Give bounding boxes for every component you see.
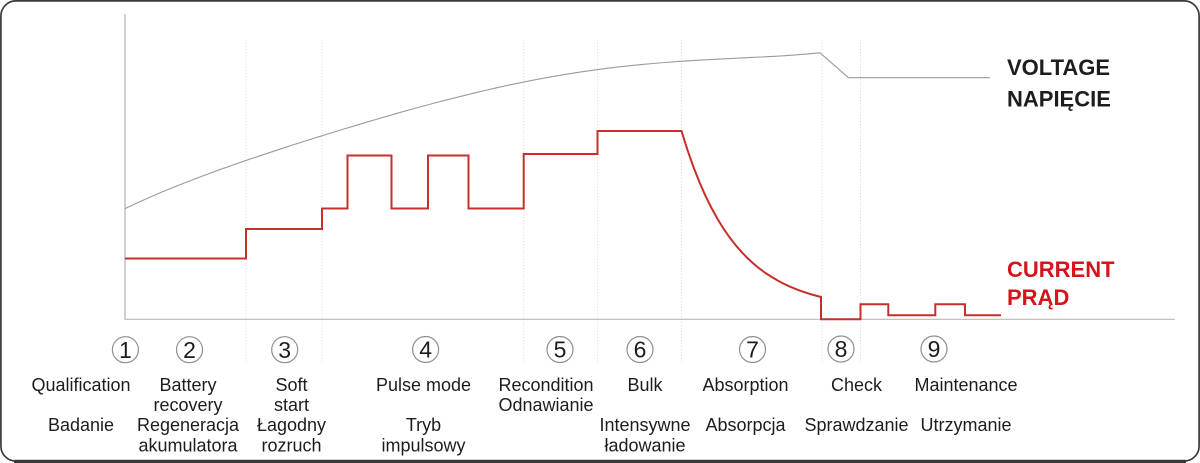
svg-text:akumulatora: akumulatora: [138, 435, 238, 455]
svg-text:7: 7: [746, 337, 759, 363]
svg-text:Absorpcja: Absorpcja: [705, 415, 786, 435]
svg-text:CURRENT: CURRENT: [1007, 257, 1115, 282]
svg-text:8: 8: [835, 336, 848, 362]
svg-text:Qualification: Qualification: [31, 375, 130, 395]
svg-text:2: 2: [183, 337, 196, 363]
svg-text:4: 4: [419, 337, 432, 363]
svg-text:impulsowy: impulsowy: [381, 435, 465, 455]
svg-text:Utrzymanie: Utrzymanie: [920, 415, 1011, 435]
svg-text:recovery: recovery: [153, 395, 222, 415]
svg-text:Łagodny: Łagodny: [257, 415, 326, 435]
svg-text:rozruch: rozruch: [261, 435, 321, 455]
svg-text:6: 6: [634, 337, 647, 363]
svg-text:Absorption: Absorption: [702, 375, 788, 395]
svg-text:PRĄD: PRĄD: [1007, 285, 1069, 310]
svg-text:Odnawianie: Odnawianie: [498, 395, 593, 415]
svg-text:Check: Check: [831, 375, 883, 395]
svg-text:Bulk: Bulk: [627, 375, 663, 395]
svg-text:Recondition: Recondition: [498, 375, 593, 395]
svg-text:Battery: Battery: [159, 375, 216, 395]
svg-text:ładowanie: ładowanie: [604, 435, 685, 455]
svg-text:Badanie: Badanie: [48, 415, 114, 435]
svg-text:Maintenance: Maintenance: [914, 375, 1017, 395]
svg-text:5: 5: [554, 337, 567, 363]
svg-text:Pulse mode: Pulse mode: [376, 375, 471, 395]
svg-text:Intensywne: Intensywne: [599, 415, 690, 435]
svg-text:Soft: Soft: [275, 375, 307, 395]
svg-text:1: 1: [119, 337, 132, 363]
svg-text:Regeneracja: Regeneracja: [137, 415, 240, 435]
svg-text:9: 9: [928, 336, 941, 362]
svg-text:start: start: [274, 395, 309, 415]
svg-text:Sprawdzanie: Sprawdzanie: [804, 415, 908, 435]
svg-text:3: 3: [278, 337, 291, 363]
svg-text:VOLTAGE: VOLTAGE: [1007, 55, 1110, 80]
svg-text:NAPIĘCIE: NAPIĘCIE: [1007, 87, 1111, 112]
svg-text:Tryb: Tryb: [406, 415, 441, 435]
